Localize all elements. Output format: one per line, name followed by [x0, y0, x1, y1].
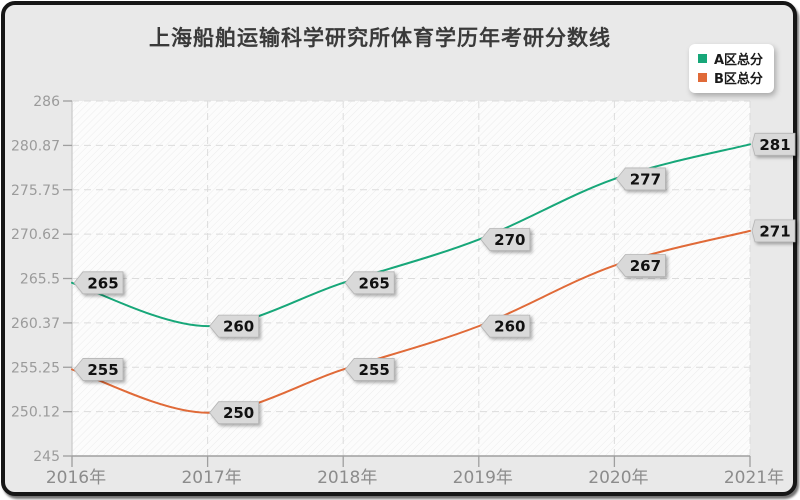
x-tick-label: 2017年 [181, 468, 241, 488]
point-label-tag [73, 358, 124, 381]
y-tick-label: 260.37 [11, 316, 60, 332]
point-label: 250 [209, 401, 260, 425]
x-tick-label: 2019年 [453, 468, 513, 488]
point-label: 267 [615, 254, 666, 277]
point-label: 277 [615, 167, 666, 191]
point-label: 265 [73, 271, 124, 295]
point-label-tag [73, 271, 124, 295]
point-label-value: 265 [87, 274, 118, 292]
point-label: 260 [209, 314, 260, 338]
point-label: 260 [480, 314, 531, 338]
legend-item-1: A区总分 [697, 49, 763, 68]
x-tick-label: 2021年 [724, 468, 784, 488]
point-label-tag [751, 132, 796, 156]
point-label-tag [209, 401, 260, 425]
legend-label: B区总分 [713, 72, 763, 87]
point-label-value: 260 [494, 318, 525, 336]
y-tick-label: 265.5 [20, 272, 60, 288]
x-tick-label: 2018年 [317, 468, 377, 488]
chart-title: 上海船舶运输科学研究所体育学历年考研分数线 [149, 26, 611, 50]
point-label-tag [480, 314, 531, 338]
point-label: 255 [73, 358, 124, 381]
point-label: 271 [751, 219, 796, 243]
point-label-value: 265 [359, 274, 390, 292]
y-tick-label: 286 [33, 94, 60, 110]
point-label-tag [751, 219, 796, 243]
point-label-value: 281 [759, 136, 790, 154]
x-tick-label: 2020年 [588, 468, 648, 488]
point-label-value: 255 [87, 361, 118, 379]
y-tick-label: 250.12 [11, 405, 60, 421]
point-label-tag [209, 314, 260, 338]
point-label: 281 [751, 132, 796, 156]
point-label-tag [615, 167, 666, 191]
y-tick-label: 270.62 [11, 227, 60, 243]
legend: A区总分 B区总分 [688, 44, 774, 93]
point-label-value: 255 [359, 361, 390, 379]
y-tick-label: 245 [33, 449, 60, 465]
y-tick-label: 280.87 [11, 138, 60, 154]
point-label-value: 250 [223, 404, 254, 422]
x-tick-label: 2016年 [46, 468, 106, 488]
point-label-value: 277 [630, 170, 661, 188]
point-label: 265 [344, 271, 395, 295]
point-label-tag [615, 254, 666, 277]
y-tick-label: 255.25 [11, 360, 60, 376]
point-label-value: 267 [630, 257, 661, 275]
point-label: 255 [344, 358, 395, 381]
point-label-value: 270 [494, 231, 525, 249]
point-label-value: 271 [759, 222, 790, 240]
legend-item-2: B区总分 [697, 68, 763, 87]
point-label: 270 [480, 228, 531, 251]
point-label-value: 260 [223, 318, 254, 336]
legend-swatch-icon [697, 54, 707, 63]
y-tick-label: 275.75 [11, 183, 60, 199]
point-label-tag [480, 228, 531, 251]
point-label-tag [344, 271, 395, 295]
point-label-tag [344, 358, 395, 381]
legend-swatch-icon [697, 73, 707, 82]
legend-label: A区总分 [713, 53, 763, 68]
